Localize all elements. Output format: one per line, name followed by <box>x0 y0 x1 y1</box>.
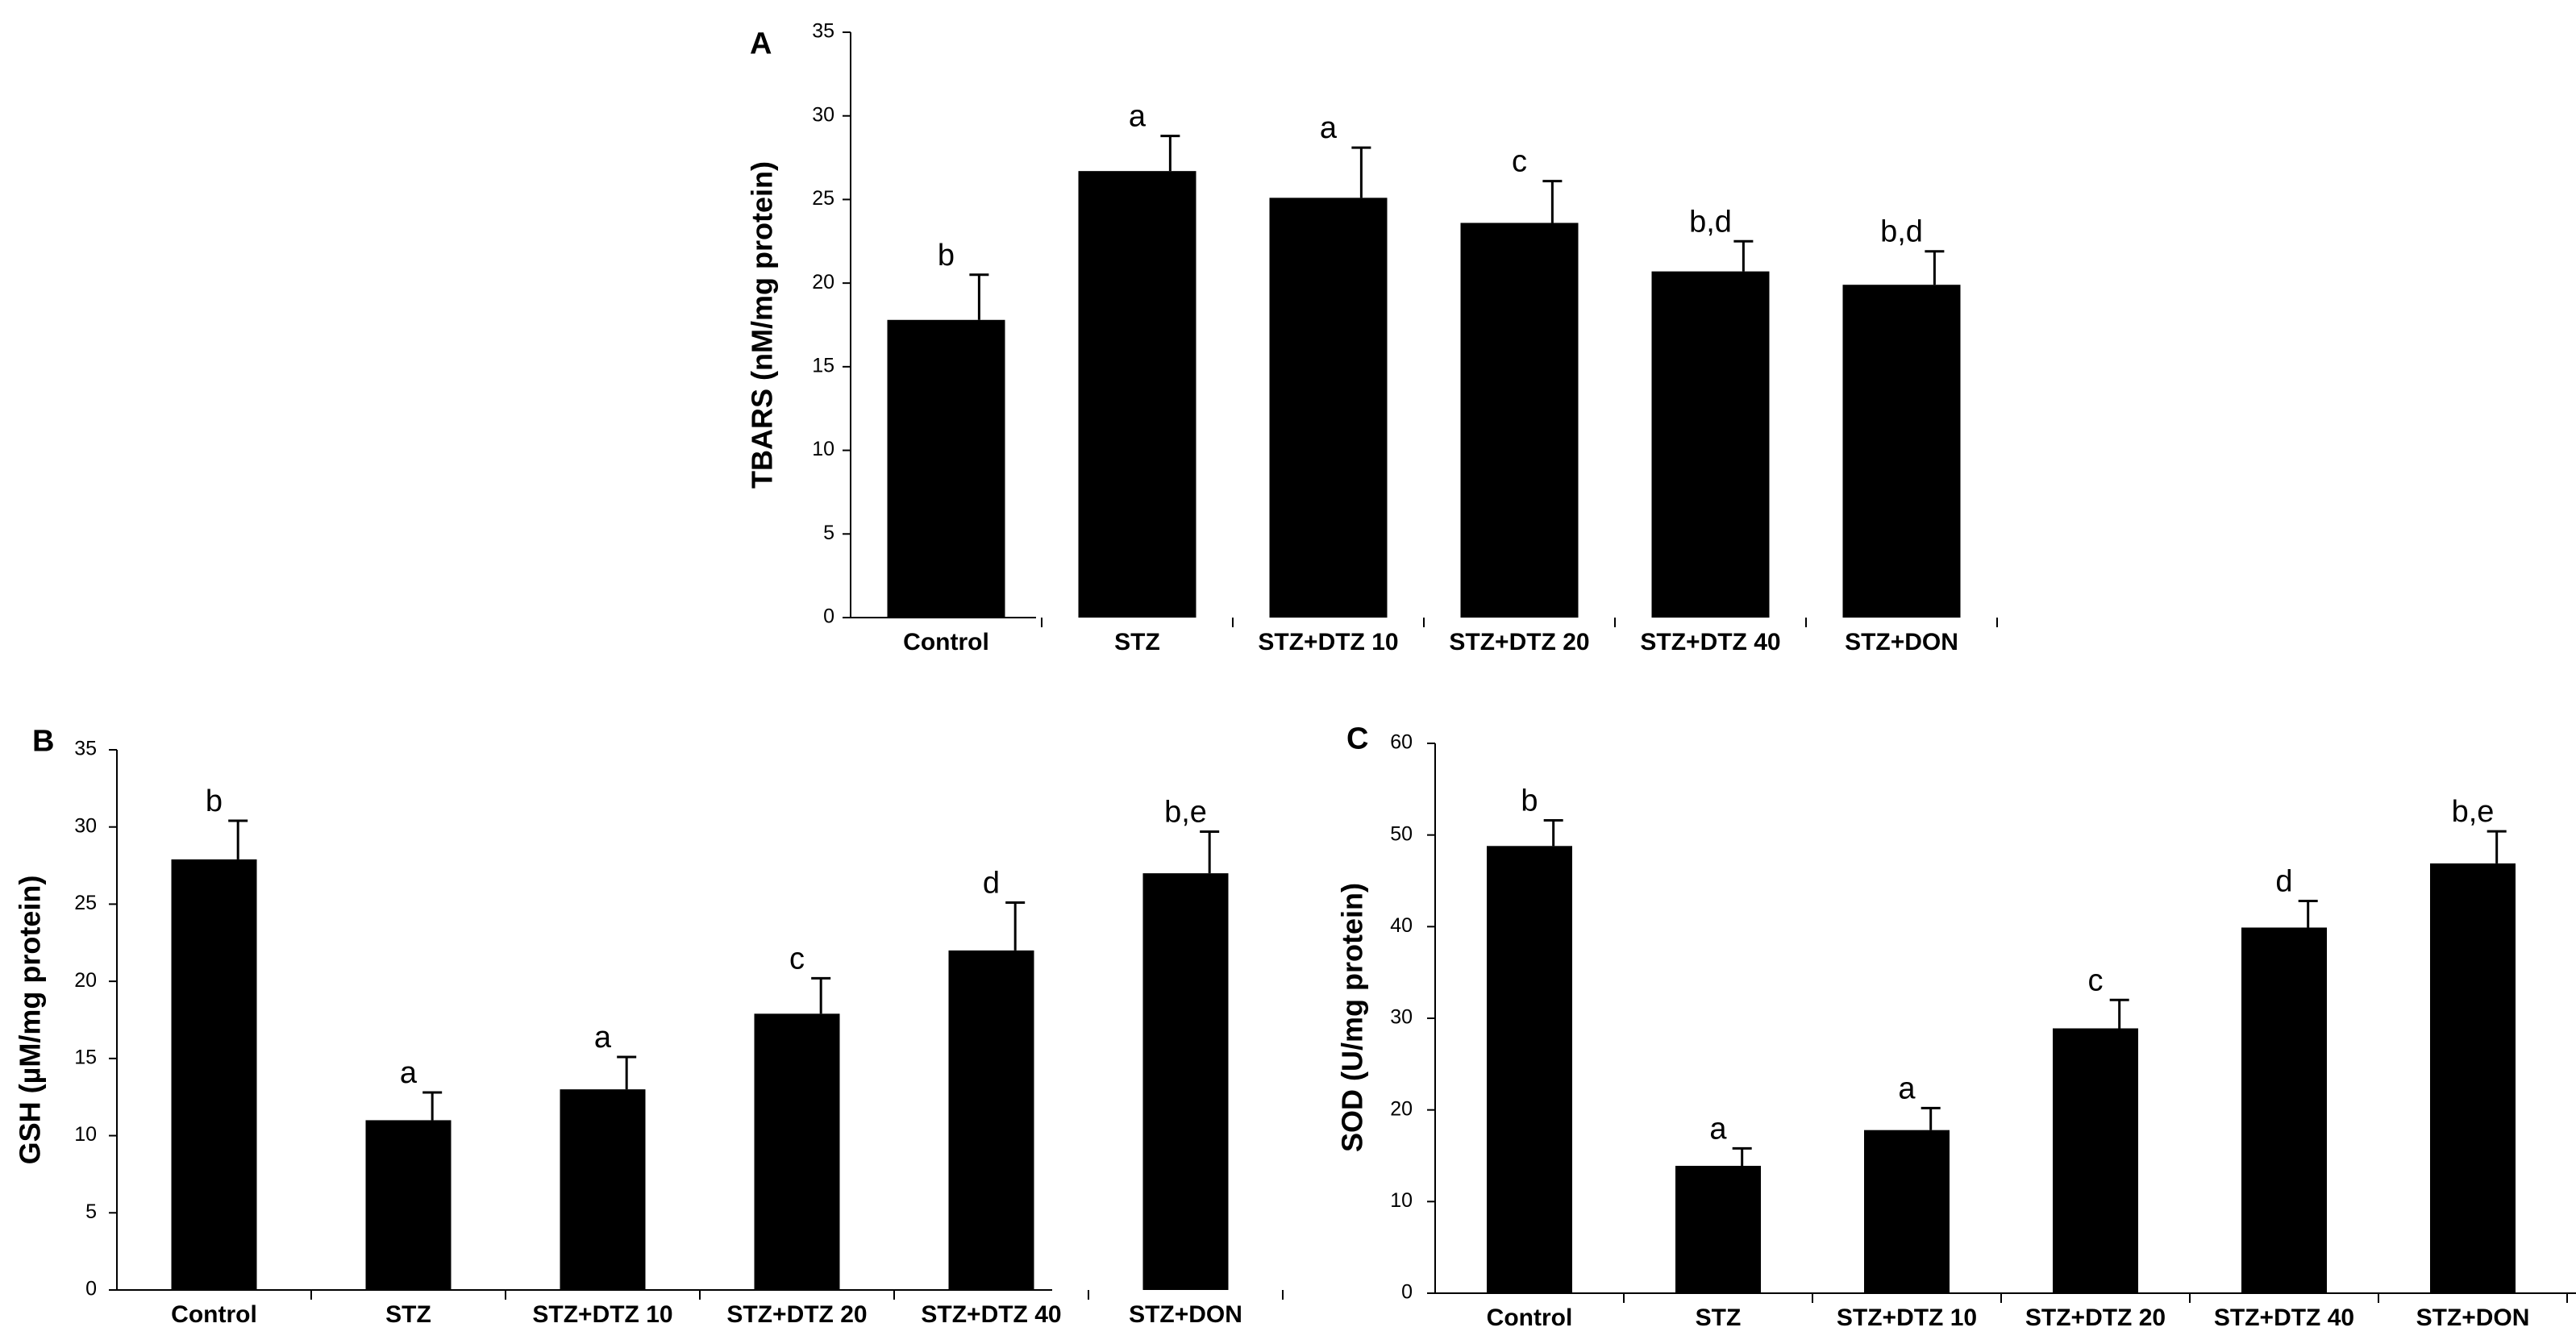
x-category-label: STZ+DTZ 10 <box>1258 629 1398 655</box>
significance-label: b <box>206 784 223 818</box>
significance-label: b,d <box>1880 215 1923 249</box>
x-category-label: Control <box>1487 1304 1573 1331</box>
y-tick-label: 20 <box>812 271 834 293</box>
bar <box>887 319 1005 618</box>
bar <box>1460 223 1579 618</box>
bar <box>948 950 1034 1290</box>
y-tick-label: 0 <box>1401 1281 1413 1304</box>
significance-label: c <box>789 942 805 976</box>
significance-label: c <box>1512 145 1527 179</box>
y-tick-label: 5 <box>85 1200 97 1223</box>
bar <box>560 1089 646 1290</box>
bar <box>1864 1130 1950 1293</box>
significance-label: a <box>1320 111 1338 145</box>
significance-label: a <box>594 1021 612 1055</box>
bar <box>1269 198 1388 618</box>
panel-label: A <box>750 27 772 60</box>
bar <box>1142 873 1229 1290</box>
y-tick-label: 40 <box>1390 914 1413 937</box>
x-category-label: STZ <box>1696 1304 1742 1331</box>
x-category-label: STZ+DTZ 10 <box>532 1301 672 1328</box>
y-axis-label: TBARS (nM/mg protein) <box>746 161 779 489</box>
y-tick-label: 15 <box>812 354 834 377</box>
x-category-label: STZ+DTZ 10 <box>1837 1304 1977 1331</box>
bar <box>1651 271 1770 618</box>
bar <box>754 1013 840 1290</box>
y-tick-label: 25 <box>74 892 97 914</box>
panel-c-sod-chart: C SOD (U/mg protein) 0 10 20 30 40 50 60 b Control… <box>1336 722 2576 1331</box>
significance-label: d <box>983 867 1000 901</box>
x-category-label: STZ <box>385 1301 431 1328</box>
x-category-label: STZ+DON <box>2416 1304 2530 1331</box>
bar <box>1842 285 1961 618</box>
y-tick-label: 30 <box>1390 1006 1413 1029</box>
y-tick-label: 0 <box>85 1278 97 1300</box>
y-tick-label: 15 <box>74 1046 97 1068</box>
bar <box>2430 863 2516 1293</box>
significance-label: b,e <box>2452 795 2495 829</box>
significance-label: a <box>1129 100 1147 134</box>
y-tick-label: 10 <box>74 1123 97 1146</box>
significance-label: b,d <box>1689 205 1732 239</box>
significance-label: b,e <box>1164 795 1207 829</box>
y-tick-label: 20 <box>74 969 97 992</box>
significance-label: a <box>400 1056 418 1090</box>
x-category-label: Control <box>171 1301 257 1328</box>
x-category-label: STZ+DTZ 20 <box>2025 1304 2166 1331</box>
bar <box>171 859 257 1290</box>
x-category-label: STZ <box>1114 629 1160 655</box>
significance-label: d <box>2275 865 2292 899</box>
y-tick-label: 30 <box>74 814 97 837</box>
panel-a-tbars-chart: A TBARS (nM/mg protein) 0 5 10 15 20 25 30 35 b Con… <box>746 20 1998 655</box>
x-category-label: Control <box>903 629 989 655</box>
x-category-label: STZ+DTZ 40 <box>1640 629 1780 655</box>
y-tick-label: 10 <box>812 438 834 460</box>
y-tick-label: 0 <box>823 605 834 628</box>
x-category-label: STZ+DON <box>1129 1301 1242 1328</box>
y-tick-label: 50 <box>1390 822 1413 845</box>
panel-label: C <box>1346 722 1368 755</box>
y-tick-label: 25 <box>812 187 834 210</box>
y-tick-label: 10 <box>1390 1189 1413 1212</box>
y-tick-label: 30 <box>812 103 834 126</box>
bar <box>1078 171 1196 618</box>
y-tick-label: 5 <box>823 522 834 544</box>
significance-label: b <box>938 239 955 273</box>
y-tick-label: 20 <box>1390 1097 1413 1120</box>
x-category-label: STZ+DTZ 20 <box>726 1301 867 1328</box>
y-tick-label: 35 <box>74 738 97 760</box>
bar <box>2241 927 2327 1293</box>
x-category-label: STZ+DTZ 20 <box>1449 629 1589 655</box>
y-tick-label: 35 <box>812 20 834 43</box>
significance-label: c <box>2088 963 2104 997</box>
y-tick-label: 60 <box>1390 731 1413 754</box>
panel-b-gsh-chart: B GSH (µM/mg protein) 0 5 10 15 20 25 30 35 b Contr… <box>14 724 1284 1328</box>
bar <box>365 1120 452 1290</box>
x-category-label: STZ+DON <box>1845 629 1958 655</box>
significance-label: b <box>1521 784 1538 818</box>
panel-label: B <box>32 724 54 758</box>
significance-label: a <box>1898 1071 1916 1105</box>
y-axis-label: SOD (U/mg protein) <box>1336 883 1369 1152</box>
x-category-label: STZ+DTZ 40 <box>2214 1304 2354 1331</box>
y-axis-label: GSH (µM/mg protein) <box>14 876 47 1165</box>
bar <box>2053 1028 2138 1293</box>
significance-label: a <box>1709 1112 1727 1146</box>
x-category-label: STZ+DTZ 40 <box>921 1301 1061 1328</box>
bar <box>1675 1166 1761 1293</box>
bar <box>1487 846 1572 1293</box>
